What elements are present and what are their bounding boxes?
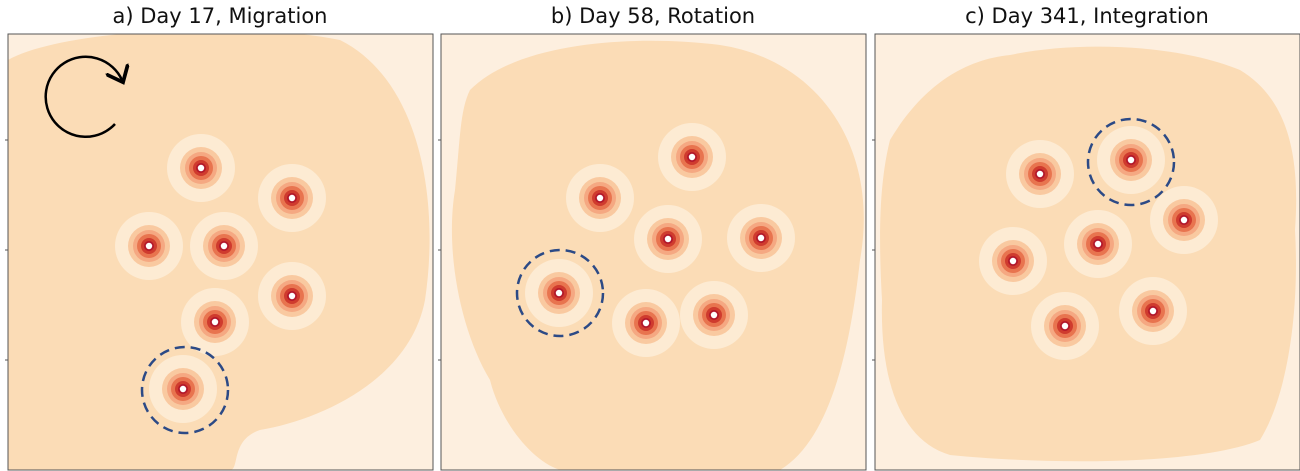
vortex (167, 134, 235, 202)
vortex (525, 259, 593, 327)
vortex-ring (1061, 322, 1069, 330)
panel-title: a) Day 17, Migration (113, 4, 328, 28)
vortex-ring (211, 318, 219, 326)
vortex (979, 227, 1047, 295)
vortex-ring (1180, 216, 1188, 224)
vortex (115, 212, 183, 280)
rotation-arrow (44, 55, 122, 139)
panel-frame (874, 33, 1300, 471)
highlight-circle (515, 248, 605, 338)
panel (875, 34, 1300, 470)
vortex-ring (757, 234, 765, 242)
vortex-ring (1094, 240, 1102, 248)
vortex-ring (220, 242, 228, 250)
panel-title: b) Day 58, Rotation (551, 4, 755, 28)
vortex-ring (642, 319, 650, 327)
vortex-ring (555, 289, 563, 297)
vortex (727, 204, 795, 272)
panel-frame (7, 33, 434, 471)
highlight-circle (140, 345, 230, 435)
vortex-ring (688, 153, 696, 161)
vortex (190, 212, 258, 280)
vortex-ring (145, 242, 153, 250)
vortex (658, 123, 726, 191)
vortex (258, 164, 326, 232)
panel-frame (440, 33, 867, 471)
vortex (634, 205, 702, 273)
vortex (612, 289, 680, 357)
vortex (680, 281, 748, 349)
vortex (1097, 126, 1165, 194)
vortex (566, 164, 634, 232)
vortex-ring (664, 235, 672, 243)
vortex (258, 262, 326, 330)
panel (8, 34, 433, 470)
vortex (1119, 277, 1187, 345)
vortex (1150, 186, 1218, 254)
vortex (1031, 292, 1099, 360)
vortex-ring (288, 292, 296, 300)
vortex (181, 288, 249, 356)
vortex-ring (179, 385, 187, 393)
vortex-ring (1009, 257, 1017, 265)
panels (5, 33, 1300, 471)
vortex-ring (1036, 170, 1044, 178)
panel-title: c) Day 341, Integration (965, 4, 1209, 28)
vortex-ring (1127, 156, 1135, 164)
vortex (1006, 140, 1074, 208)
vortex-ring (197, 164, 205, 172)
vortex-ring (596, 194, 604, 202)
highlight-circle (1086, 117, 1176, 207)
vortex-ring (288, 194, 296, 202)
vortex-ring (710, 311, 718, 319)
vortex (1064, 210, 1132, 278)
vortex (149, 355, 217, 423)
vortex-ring (1149, 307, 1157, 315)
panel (441, 34, 866, 470)
